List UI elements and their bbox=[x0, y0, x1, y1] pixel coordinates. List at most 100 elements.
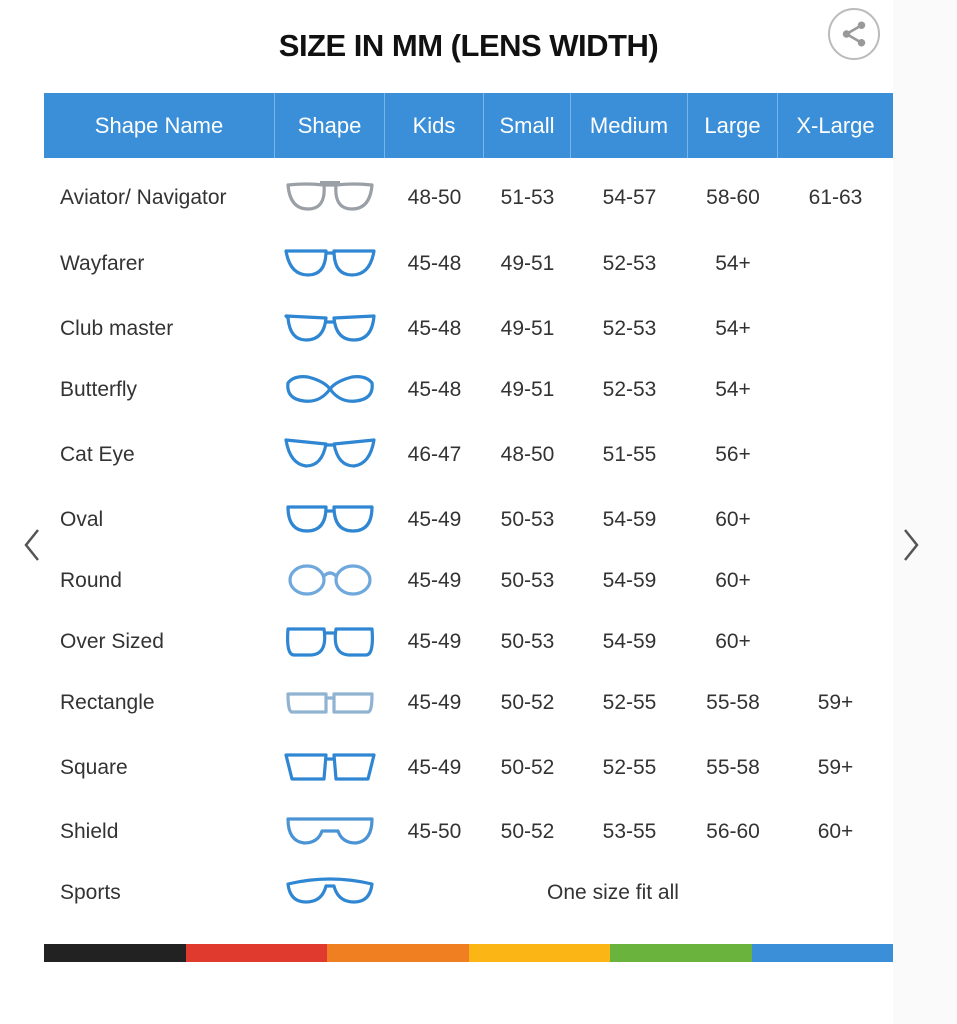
size-x-large: 59+ bbox=[817, 756, 854, 779]
rectangle-glasses-icon bbox=[275, 678, 385, 728]
size-kids: 45-48 bbox=[407, 378, 462, 401]
size-small: 50-52 bbox=[500, 820, 555, 843]
color-bar-segment bbox=[327, 944, 469, 962]
color-bar-segment bbox=[185, 944, 327, 962]
size-x-large: 59+ bbox=[817, 691, 854, 714]
aviator-glasses-icon bbox=[275, 173, 385, 223]
size-span-text: One size fit all bbox=[547, 881, 679, 904]
shape-name: Oval bbox=[60, 508, 104, 531]
shield-glasses-icon bbox=[275, 807, 385, 857]
size-x-large bbox=[778, 495, 893, 545]
size-kids: 45-49 bbox=[407, 630, 462, 653]
table-row: Over Sized 45-49 50-53 54-59 60+ bbox=[44, 617, 893, 667]
table-row: Cat Eye 46-47 48-50 51-55 56+ bbox=[44, 430, 893, 480]
shape-name: Sports bbox=[60, 881, 121, 904]
size-large: 54+ bbox=[715, 252, 751, 275]
table-row: Aviator/ Navigator 48-50 51-53 54-57 58-60 61… bbox=[44, 173, 893, 223]
table-row: Sports One size fit all bbox=[44, 868, 893, 918]
table-row: Butterfly 45-48 49-51 52-53 54+ bbox=[44, 365, 893, 415]
size-medium: 53-55 bbox=[602, 820, 657, 843]
carousel-gutter bbox=[893, 0, 957, 1024]
butterfly-glasses-icon bbox=[275, 365, 385, 415]
round-glasses-icon bbox=[275, 556, 385, 606]
table-header: Shape Name Shape Kids Small Medium Large X-Lar… bbox=[44, 93, 893, 158]
size-x-large bbox=[778, 365, 893, 415]
size-small: 49-51 bbox=[500, 317, 555, 340]
size-medium: 54-59 bbox=[602, 569, 657, 592]
chevron-right-icon bbox=[904, 529, 919, 561]
table-row: Rectangle 45-49 50-52 52-55 55-58 59+ bbox=[44, 678, 893, 728]
shape-name: Rectangle bbox=[60, 691, 155, 714]
clubmaster-glasses-icon bbox=[275, 304, 385, 354]
table-row: Round 45-49 50-53 54-59 60+ bbox=[44, 556, 893, 606]
size-kids: 45-49 bbox=[407, 569, 462, 592]
table-row: Oval 45-49 50-53 54-59 60+ bbox=[44, 495, 893, 545]
size-x-large bbox=[778, 239, 893, 289]
sports-glasses-icon bbox=[275, 868, 385, 918]
size-small: 50-53 bbox=[500, 569, 555, 592]
size-x-large bbox=[778, 617, 893, 667]
oval-glasses-icon bbox=[275, 495, 385, 545]
chevron-left-icon bbox=[24, 529, 39, 561]
size-kids: 45-50 bbox=[407, 820, 462, 843]
size-small: 51-53 bbox=[500, 186, 555, 209]
color-bar-segment bbox=[44, 944, 186, 962]
color-bar-segment bbox=[468, 944, 610, 962]
size-kids: 45-49 bbox=[407, 508, 462, 531]
size-medium: 54-59 bbox=[602, 508, 657, 531]
size-small: 50-53 bbox=[500, 508, 555, 531]
column-header-small: Small bbox=[484, 93, 571, 158]
chart-title: SIZE IN MM (LENS WIDTH) bbox=[278, 28, 659, 63]
size-medium: 54-57 bbox=[602, 186, 657, 209]
color-bar-segment bbox=[751, 944, 893, 962]
size-x-large bbox=[778, 556, 893, 606]
size-x-large bbox=[778, 304, 893, 354]
size-x-large: 60+ bbox=[817, 820, 854, 843]
cateye-glasses-icon bbox=[275, 430, 385, 480]
size-medium: 52-53 bbox=[602, 317, 657, 340]
size-x-large bbox=[778, 430, 893, 480]
size-large: 60+ bbox=[715, 630, 751, 653]
size-kids: 48-50 bbox=[407, 186, 462, 209]
size-large: 60+ bbox=[715, 569, 751, 592]
shape-name: Cat Eye bbox=[60, 443, 135, 466]
shape-name: Wayfarer bbox=[60, 252, 145, 275]
size-large: 55-58 bbox=[706, 691, 760, 714]
size-small: 50-52 bbox=[500, 691, 555, 714]
size-large: 58-60 bbox=[706, 186, 760, 209]
size-small: 49-51 bbox=[500, 378, 555, 401]
size-kids: 45-48 bbox=[407, 317, 462, 340]
square-glasses-icon bbox=[275, 743, 385, 793]
size-medium: 52-53 bbox=[602, 252, 657, 275]
size-medium: 52-55 bbox=[602, 691, 657, 714]
size-kids: 45-49 bbox=[407, 756, 462, 779]
size-large: 55-58 bbox=[706, 756, 760, 779]
size-small: 50-52 bbox=[500, 756, 555, 779]
size-medium: 54-59 bbox=[602, 630, 657, 653]
next-slide-button[interactable] bbox=[895, 525, 925, 565]
column-header-shape-name: Shape Name bbox=[44, 93, 275, 158]
shape-name: Over Sized bbox=[60, 630, 164, 653]
color-bar bbox=[44, 944, 893, 962]
shape-name: Shield bbox=[60, 820, 119, 843]
column-header-kids: Kids bbox=[385, 93, 484, 158]
shape-name: Club master bbox=[60, 317, 174, 340]
wayfarer-glasses-icon bbox=[275, 239, 385, 289]
share-button[interactable] bbox=[828, 8, 880, 60]
size-medium: 52-55 bbox=[602, 756, 657, 779]
size-medium: 52-53 bbox=[602, 378, 657, 401]
size-small: 49-51 bbox=[500, 252, 555, 275]
size-large: 60+ bbox=[715, 508, 751, 531]
size-large: 54+ bbox=[715, 317, 751, 340]
previous-slide-button[interactable] bbox=[18, 525, 48, 565]
column-header-shape: Shape bbox=[275, 93, 385, 158]
shape-name: Square bbox=[60, 756, 128, 779]
share-icon bbox=[842, 21, 866, 47]
column-header-large: Large bbox=[688, 93, 778, 158]
size-medium: 51-55 bbox=[602, 443, 657, 466]
size-kids: 45-48 bbox=[407, 252, 462, 275]
table-row: Shield 45-50 50-52 53-55 56-60 60+ bbox=[44, 807, 893, 857]
table-row: Square 45-49 50-52 52-55 55-58 59+ bbox=[44, 743, 893, 793]
size-large: 54+ bbox=[715, 378, 751, 401]
column-header-medium: Medium bbox=[571, 93, 688, 158]
